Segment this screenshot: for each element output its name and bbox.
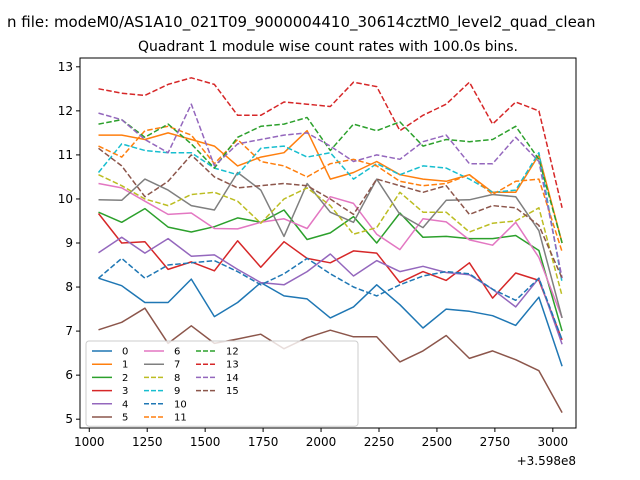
chart-suptitle: n file: modeM0/AS1A10_021T09_9000004410_…: [7, 13, 596, 32]
series-line-5: [98, 307, 563, 413]
x-tick-label: 2250: [364, 435, 395, 449]
y-tick-label: 7: [65, 324, 73, 338]
legend-label-13: 13: [226, 360, 239, 371]
legend-label-3: 3: [122, 386, 128, 397]
x-tick-label: 1500: [190, 435, 221, 449]
series-line-0: [98, 277, 563, 367]
legend-label-2: 2: [122, 373, 128, 384]
y-tick-label: 13: [58, 60, 73, 74]
y-tick-label: 9: [65, 236, 73, 250]
legend-label-5: 5: [122, 413, 128, 424]
legend-label-15: 15: [226, 386, 239, 397]
legend-label-10: 10: [174, 399, 187, 410]
x-tick-label: 1000: [74, 435, 105, 449]
chart-title: Quadrant 1 module wise count rates with …: [138, 39, 518, 55]
legend-label-1: 1: [122, 360, 128, 371]
legend-label-0: 0: [122, 347, 128, 358]
y-tick-label: 8: [65, 280, 73, 294]
series-line-1: [98, 129, 563, 244]
legend-label-7: 7: [174, 360, 180, 371]
x-tick-label: 2750: [480, 435, 511, 449]
legend-label-6: 6: [174, 347, 180, 358]
series-line-2: [98, 207, 563, 332]
series-line-3: [97, 213, 563, 341]
legend-label-4: 4: [122, 399, 128, 410]
legend-label-14: 14: [226, 373, 239, 384]
y-tick-label: 10: [58, 192, 73, 206]
y-tick-label: 12: [58, 104, 73, 118]
legend-label-8: 8: [174, 373, 180, 384]
x-tick-label: 3000: [538, 435, 569, 449]
series-line-6: [98, 182, 563, 319]
x-tick-label: 1250: [132, 435, 163, 449]
x-offset-label: +3.598e8: [517, 454, 576, 468]
x-tick-label: 2000: [306, 435, 337, 449]
x-tick-label: 2500: [422, 435, 453, 449]
y-tick-label: 11: [58, 148, 73, 162]
y-tick-label: 6: [65, 368, 73, 382]
series-line-13: [98, 77, 563, 208]
x-axis: 1000 1250 1500 1750 2000 2250 2500 2750 3000: [74, 428, 568, 449]
y-axis: 5 6 7 8 9 10 11 12 13: [58, 60, 80, 426]
series-line-15: [98, 147, 563, 279]
series-line-12: [98, 116, 563, 244]
x-tick-label: 1750: [248, 435, 279, 449]
legend-frame: [85, 340, 359, 427]
series-line-7: [98, 171, 563, 319]
series-line-10: [98, 257, 563, 341]
series-line-14: [98, 103, 563, 279]
series-line-8: [98, 174, 563, 297]
series-line-11: [98, 125, 563, 253]
series-layer: [97, 77, 563, 413]
legend-label-11: 11: [174, 413, 187, 424]
legend-label-12: 12: [226, 347, 239, 358]
legend-label-9: 9: [174, 386, 180, 397]
y-tick-label: 5: [65, 412, 73, 426]
